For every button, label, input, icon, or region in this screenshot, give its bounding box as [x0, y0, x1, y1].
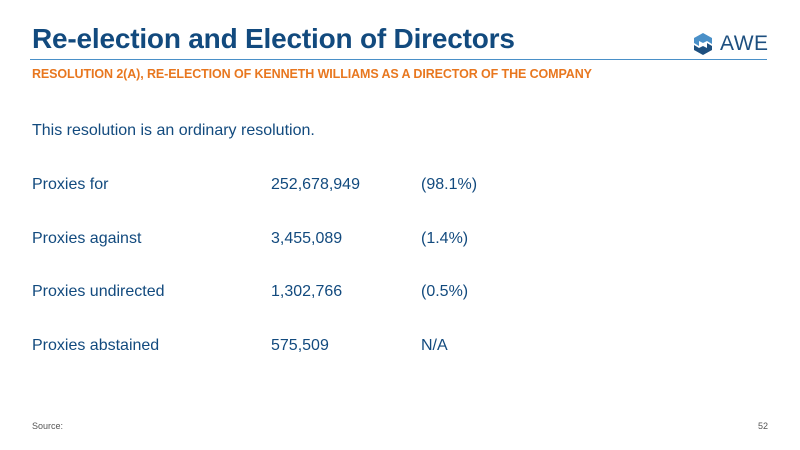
- resolution-subtitle: RESOLUTION 2(A), RE-ELECTION OF KENNETH …: [32, 67, 592, 81]
- vote-label: Proxies for: [32, 176, 109, 193]
- page-title: Re-election and Election of Directors: [32, 23, 515, 54]
- vote-row-against: Proxies against 3,455,089 (1.4%): [32, 230, 732, 252]
- vote-count: 3,455,089: [271, 230, 343, 247]
- title-divider: [30, 59, 767, 60]
- vote-label: Proxies undirected: [32, 283, 165, 300]
- vote-percentage: (98.1%): [421, 176, 478, 193]
- vote-count: 575,509: [271, 337, 329, 354]
- vote-row-for: Proxies for 252,678,949 (98.1%): [32, 176, 732, 198]
- vote-count: 252,678,949: [271, 176, 360, 193]
- logo-text: AWE: [720, 32, 769, 55]
- company-logo: AWE: [692, 30, 769, 58]
- vote-percentage: N/A: [421, 337, 448, 354]
- source-note: Source:: [32, 421, 64, 431]
- vote-percentage: (0.5%): [421, 283, 469, 300]
- awe-logo-icon: [694, 33, 712, 55]
- vote-row-undirected: Proxies undirected 1,302,766 (0.5%): [32, 283, 732, 305]
- resolution-intro: This resolution is an ordinary resolutio…: [32, 122, 315, 139]
- vote-label: Proxies against: [32, 230, 142, 247]
- page-number: 52: [757, 421, 768, 431]
- vote-count: 1,302,766: [271, 283, 343, 300]
- vote-percentage: (1.4%): [421, 230, 469, 247]
- vote-row-abstained: Proxies abstained 575,509 N/A: [32, 337, 732, 359]
- vote-label: Proxies abstained: [32, 337, 160, 354]
